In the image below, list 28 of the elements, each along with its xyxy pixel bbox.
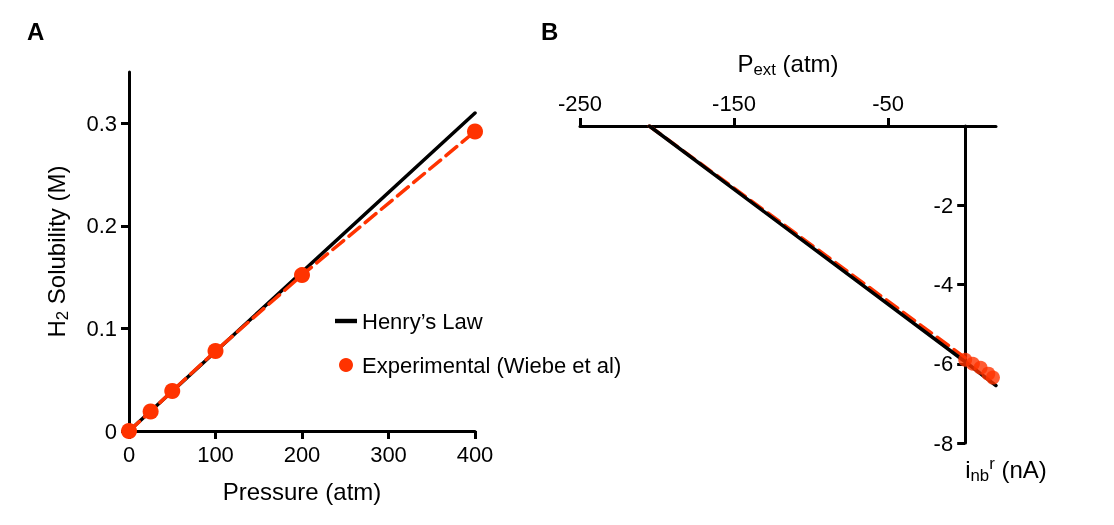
- x-tick-label: 200: [283, 441, 321, 467]
- point: [467, 123, 483, 140]
- y-tick-label: -4: [933, 272, 954, 297]
- point: [294, 267, 310, 284]
- y-tick-label: 0.3: [86, 110, 117, 136]
- y-tick-label: 0: [104, 418, 117, 444]
- point: [985, 370, 1000, 385]
- x-tick-label: -150: [712, 90, 757, 116]
- legend-label: Experimental (Wiebe et al): [362, 352, 622, 378]
- y-tick-label: 0.2: [86, 213, 117, 239]
- x-tick-label: -250: [557, 90, 603, 116]
- x-tick-label: 300: [370, 441, 407, 467]
- point: [164, 383, 181, 399]
- y-tick-label: -6: [933, 351, 954, 377]
- y-axis-title: H2 Solubility (M): [43, 165, 72, 338]
- point: [142, 403, 159, 420]
- x-tick-label: 400: [456, 441, 494, 467]
- legend-label: Henry’s Law: [362, 308, 483, 334]
- x-tick-label: 0: [122, 441, 136, 467]
- x-tick-label: -50: [872, 90, 905, 116]
- chart-title: B: [541, 17, 559, 45]
- point: [207, 343, 224, 359]
- x-axis-title: Pressure (atm): [222, 477, 382, 505]
- y-tick-label: -8: [933, 430, 954, 456]
- y-tick-label: -2: [933, 192, 954, 218]
- x-tick-label: 100: [197, 441, 234, 467]
- y-tick-label: 0.1: [86, 315, 117, 341]
- chart-title: A: [27, 17, 45, 45]
